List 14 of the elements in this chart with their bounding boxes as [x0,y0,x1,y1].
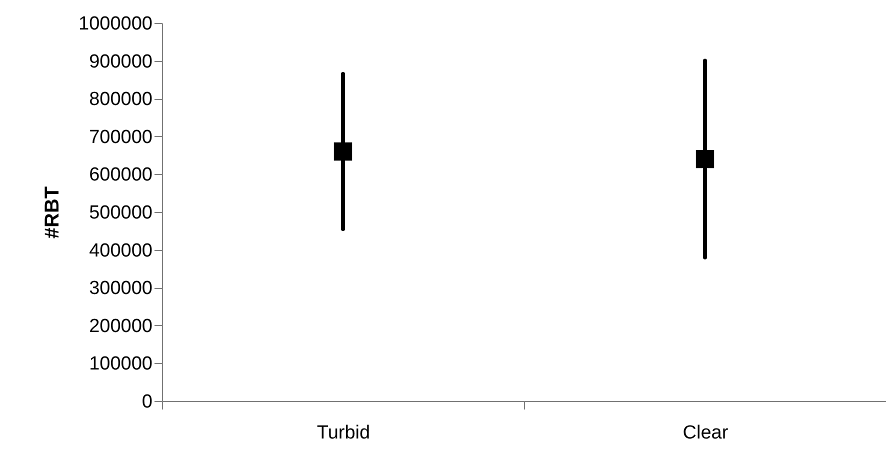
y-tick-label: 900000 [89,51,152,72]
y-tick-label: 400000 [89,240,152,262]
y-tick-label: 500000 [89,202,152,224]
y-tick-label: 1000000 [78,14,152,34]
y-tick-label: 0 [142,392,152,412]
y-axis-title: #RBT [42,186,64,239]
y-tick-label: 100000 [89,354,152,375]
y-tick-label: 800000 [89,89,152,110]
y-tick-label: 600000 [89,164,152,186]
x-tick-label: Clear [682,422,729,444]
y-tick-label: 200000 [89,316,152,337]
y-tick-label: 700000 [89,126,152,148]
y-tick-label: 300000 [89,278,152,300]
x-tick-label: Turbid [316,422,370,444]
